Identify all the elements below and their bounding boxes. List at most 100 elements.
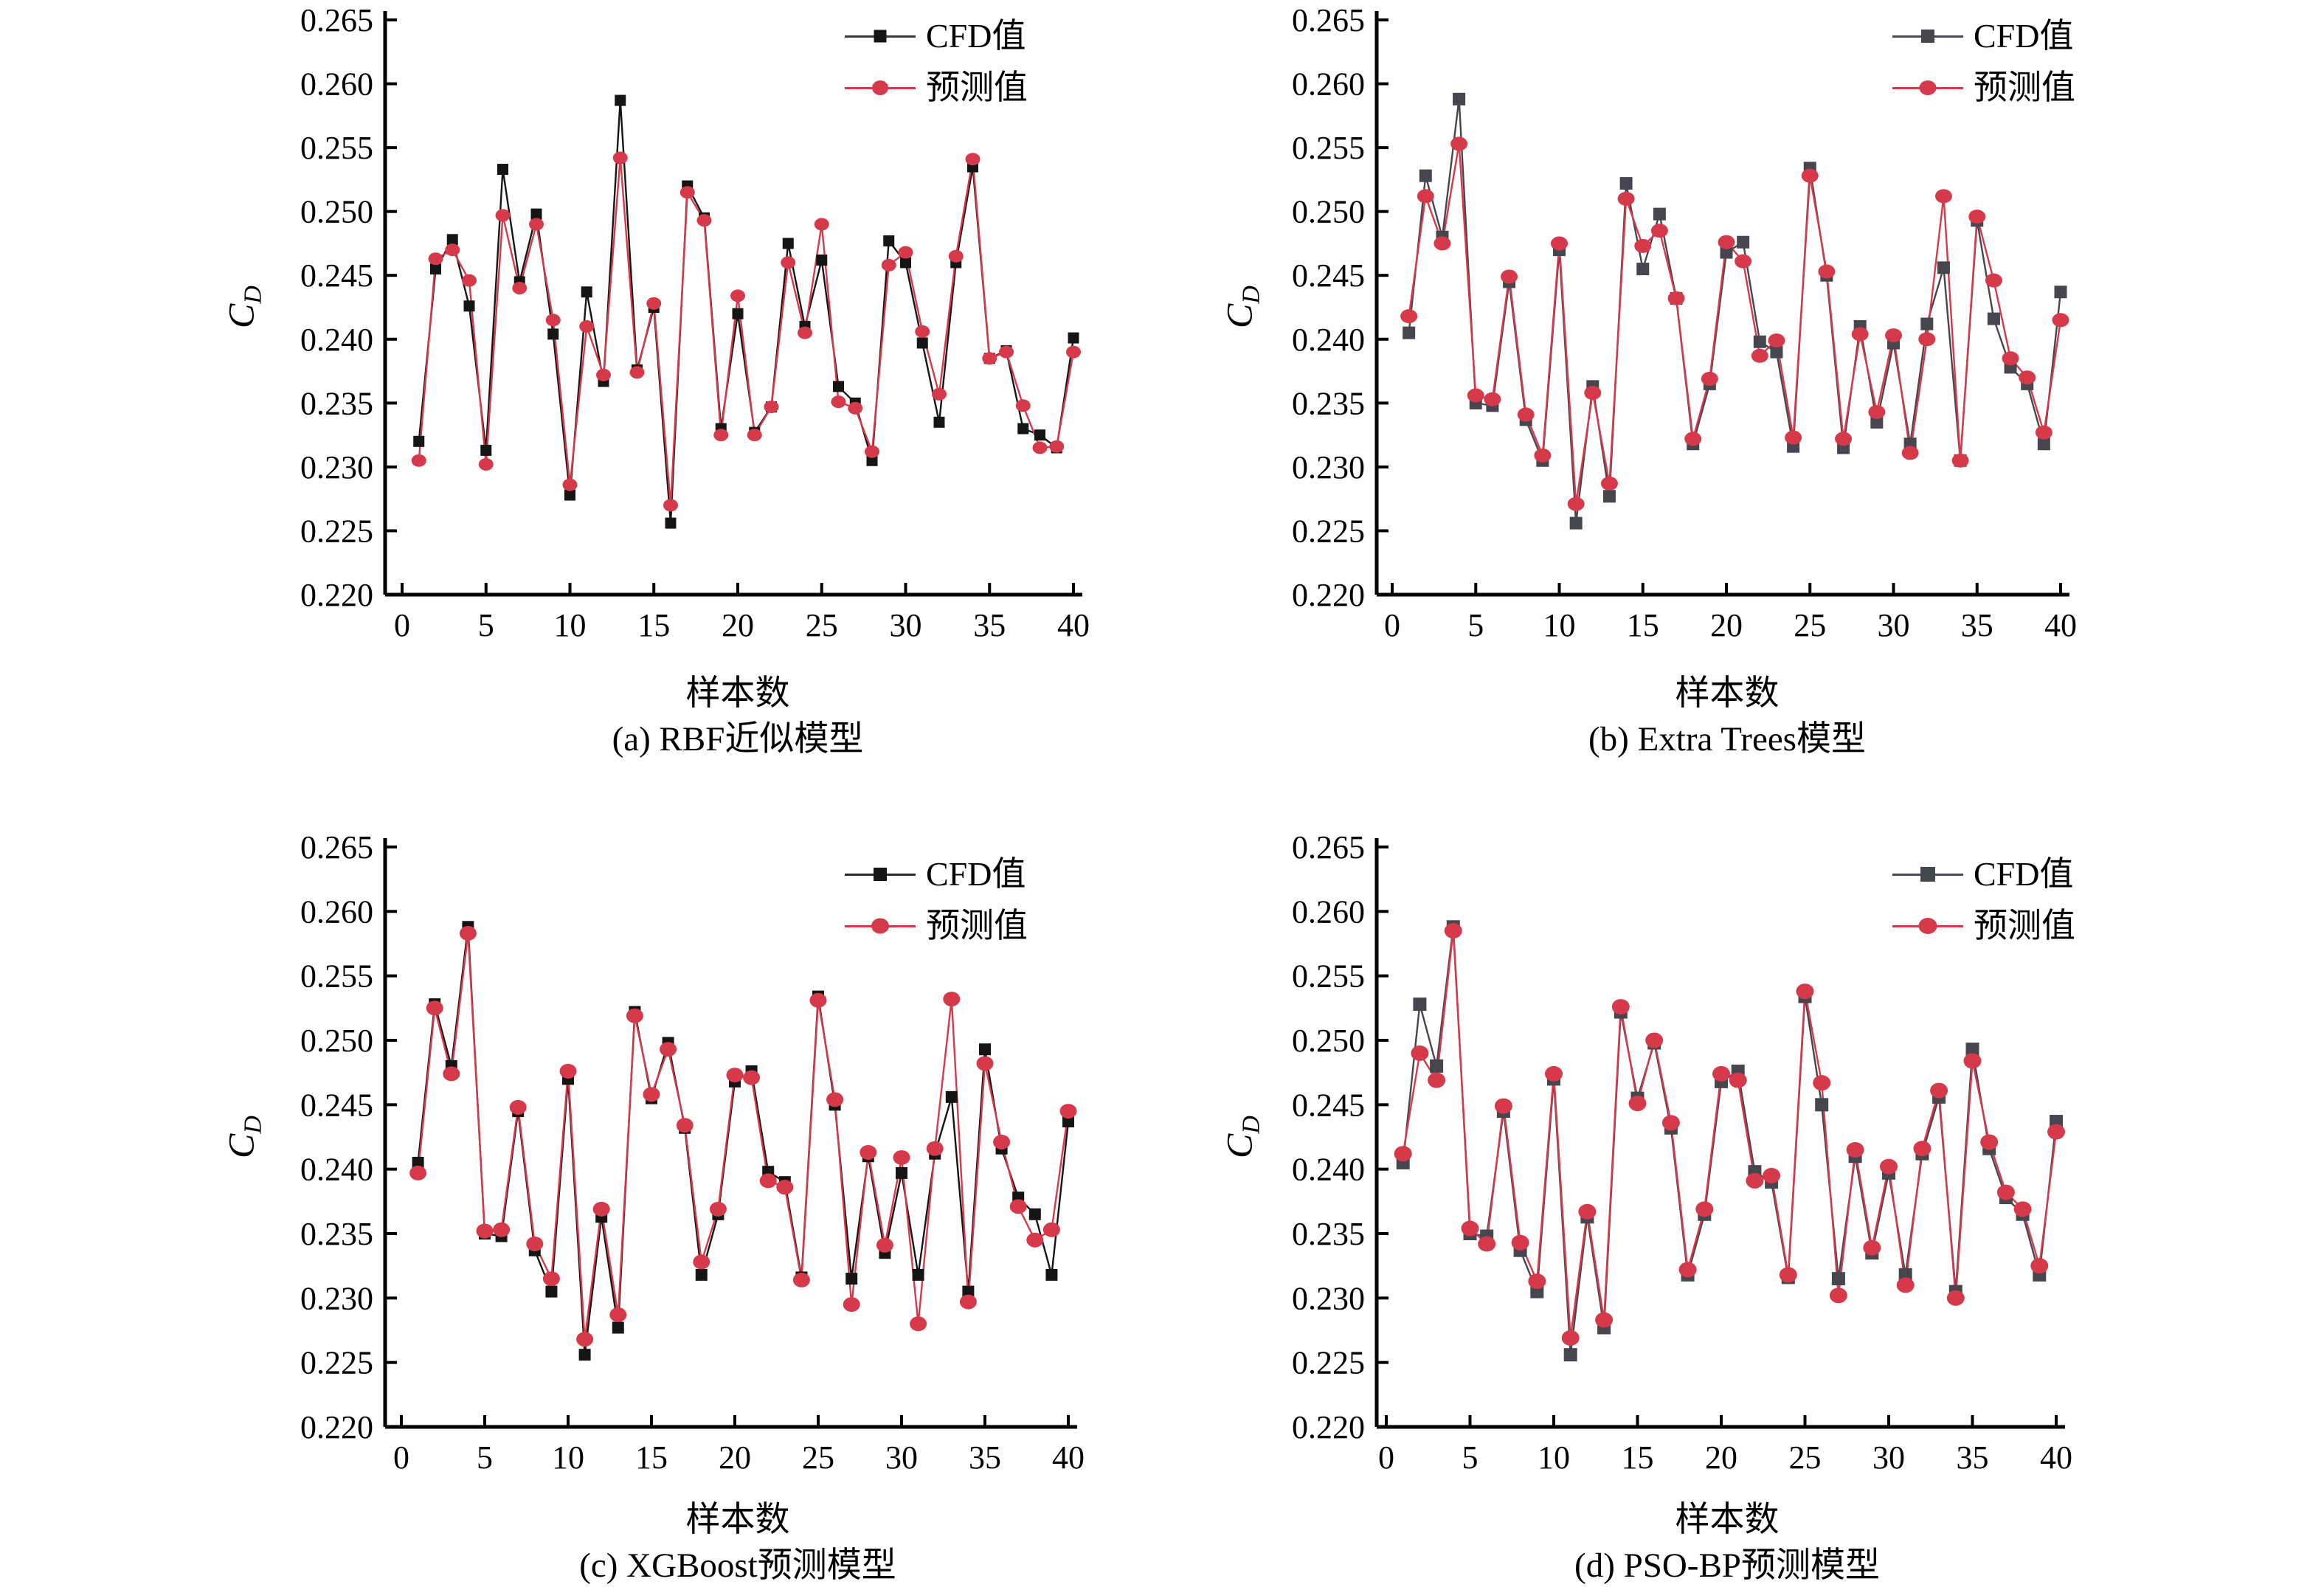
pred-marker <box>1880 1158 1898 1175</box>
pred-marker <box>679 186 695 199</box>
cfd-marker <box>883 235 895 246</box>
panel-b-extra-trees: 0.265 0.260 0.255 0.250 0.245 0.240 0.235 0.230… <box>1162 0 2324 788</box>
pred-marker <box>743 1070 761 1085</box>
pred-marker <box>1534 448 1552 463</box>
cfd-marker <box>1737 235 1750 249</box>
cfd-marker <box>1017 423 1029 435</box>
pred-marker <box>792 1272 810 1287</box>
y-axis-label: CD <box>1218 1116 1265 1158</box>
x-tick-label: 40 <box>1057 607 1090 643</box>
pred-marker <box>915 325 930 338</box>
legend: CFD值 预测值 <box>845 13 1028 111</box>
cfd-marker <box>1563 1348 1577 1362</box>
x-tick-label: 10 <box>1538 1439 1570 1476</box>
pred-marker <box>747 429 762 442</box>
pred-marker <box>1026 1232 1044 1248</box>
x-axis-label: 样本数 <box>685 1501 790 1539</box>
cfd-marker <box>1831 1272 1845 1286</box>
pred-marker <box>1701 371 1718 386</box>
pred-marker <box>1634 238 1652 253</box>
pred-line <box>1402 930 2058 1338</box>
x-tick-label: 40 <box>1052 1439 1085 1476</box>
pred-marker <box>730 289 745 302</box>
y-tick-label: 0.230 <box>1292 1280 1365 1316</box>
x-tick-label: 20 <box>1710 607 1743 643</box>
y-tick-label: 0.245 <box>300 1087 373 1123</box>
pred-marker <box>798 326 812 339</box>
legend: CFD值 预测值 <box>1892 851 2075 949</box>
pred-marker <box>1968 210 1986 224</box>
x-tick-label: 15 <box>637 607 670 643</box>
pred-marker <box>764 401 779 414</box>
x-tick-label: 5 <box>1462 1439 1479 1476</box>
pred-marker <box>1863 1239 1881 1256</box>
pred-marker <box>1667 291 1685 305</box>
y-tick-label: 0.265 <box>300 2 373 38</box>
x-tick-label: 15 <box>1622 1439 1654 1476</box>
cfd-line-marker-icon <box>1892 865 1963 883</box>
pred-marker <box>1400 309 1418 324</box>
x-tick-label: 35 <box>1957 1439 1989 1476</box>
pred-marker <box>1829 1287 1847 1304</box>
pred-marker <box>1801 168 1819 183</box>
cfd-marker <box>1028 1208 1041 1220</box>
x-tick-label: 30 <box>1878 607 1910 643</box>
cfd-marker <box>2054 286 2067 299</box>
pred-marker <box>1561 1330 1580 1346</box>
cfd-marker <box>1720 246 1733 259</box>
x-tick-label: 5 <box>1467 607 1484 643</box>
pred-marker <box>476 1223 494 1239</box>
y-tick-label: 0.250 <box>1292 1023 1365 1059</box>
pred-marker <box>1584 385 1602 400</box>
y-tick-label: 0.235 <box>300 385 373 421</box>
cfd-marker <box>916 337 928 349</box>
pred-marker <box>1611 999 1630 1015</box>
cfd-marker <box>480 444 492 456</box>
pred-marker <box>493 1222 511 1237</box>
pred-marker <box>1517 407 1535 422</box>
pred-marker <box>559 1063 577 1079</box>
pred-marker <box>881 258 896 272</box>
cfd-marker <box>1770 345 1783 359</box>
pred-marker <box>509 1099 527 1115</box>
pred-marker <box>411 454 426 467</box>
pred-marker <box>612 151 628 165</box>
pred-marker <box>976 1056 994 1071</box>
pred-marker <box>1501 269 1518 284</box>
legend-item-pred: 预测值 <box>845 65 1028 111</box>
pred-marker <box>1695 1201 1714 1217</box>
cfd-marker <box>1453 92 1466 106</box>
x-axis-label: 样本数 <box>685 674 790 713</box>
cfd-marker <box>866 454 878 466</box>
legend-item-cfd: CFD值 <box>1892 13 2075 59</box>
pred-marker <box>1813 1075 1831 1091</box>
panel-caption: (c) XGBoost预测模型 <box>579 1546 896 1585</box>
cfd-marker <box>545 1285 558 1298</box>
pred-marker <box>646 297 662 310</box>
pred-marker <box>843 1297 860 1313</box>
x-tick-label: 0 <box>1384 607 1400 643</box>
pred-marker <box>2002 351 2019 366</box>
chart-d-canvas: 0.265 0.260 0.255 0.250 0.245 0.240 0.235 0.230… <box>1292 829 2072 1476</box>
cfd-marker <box>1034 429 1045 441</box>
pred-marker <box>579 319 595 333</box>
pred-marker <box>1735 254 1752 269</box>
pred-marker <box>1768 333 1785 348</box>
x-tick-label: 30 <box>1872 1439 1905 1476</box>
pred-marker <box>893 1149 910 1165</box>
pred-line-marker-icon <box>1892 79 1963 97</box>
x-tick-label: 20 <box>1705 1439 1737 1476</box>
pred-marker <box>999 345 1014 359</box>
pred-marker <box>1661 1115 1680 1131</box>
cfd-marker <box>1602 490 1616 503</box>
x-tick-label: 5 <box>477 1439 493 1476</box>
pred-marker <box>1712 1065 1730 1082</box>
pred-marker <box>865 445 879 458</box>
y-tick-label: 0.220 <box>300 1409 373 1445</box>
pred-marker <box>1684 432 1702 446</box>
x-tick-label: 25 <box>1789 1439 1822 1476</box>
cfd-marker <box>1815 1098 1829 1112</box>
pred-marker <box>1818 264 1836 279</box>
pred-marker <box>1478 1236 1496 1252</box>
